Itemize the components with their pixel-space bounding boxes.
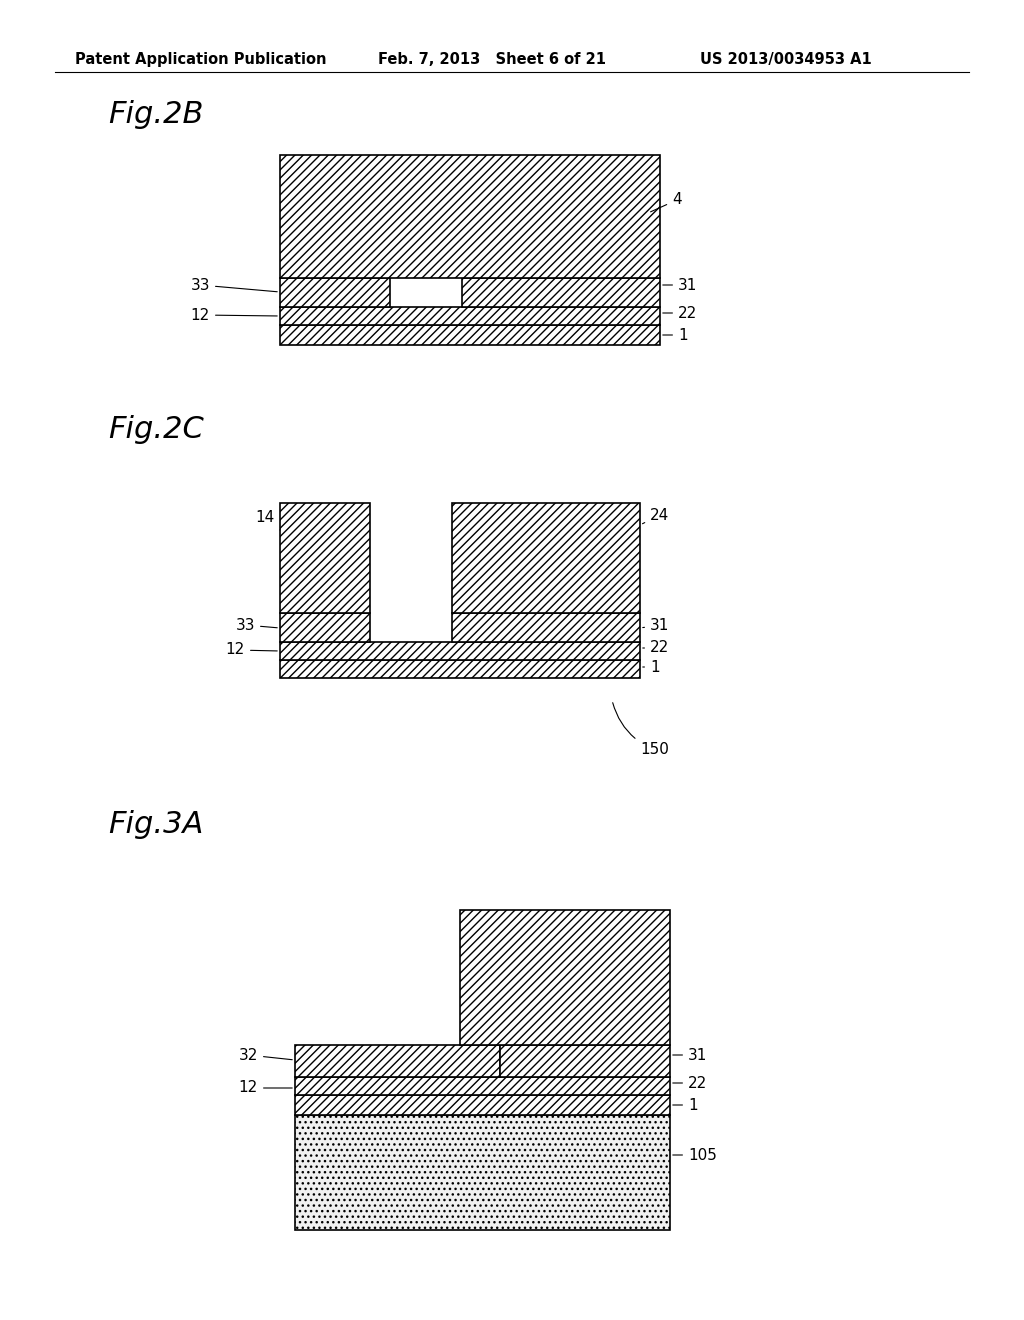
Bar [295, 1096, 670, 1115]
Text: Patent Application Publication: Patent Application Publication [75, 51, 327, 67]
Bar [295, 1045, 500, 1077]
Bar [280, 642, 640, 660]
Bar [500, 1045, 670, 1077]
Bar [295, 1077, 670, 1096]
Text: 150: 150 [612, 702, 669, 758]
Bar [460, 909, 670, 1045]
Text: 33: 33 [190, 277, 278, 293]
Bar [452, 503, 640, 612]
Text: Fig.2B: Fig.2B [108, 100, 204, 129]
Bar [280, 612, 370, 642]
Text: 105: 105 [673, 1147, 717, 1163]
Text: 14: 14 [256, 511, 280, 531]
Text: US 2013/0034953 A1: US 2013/0034953 A1 [700, 51, 871, 67]
Text: 22: 22 [643, 640, 670, 656]
Text: 4: 4 [650, 193, 682, 211]
Text: 32: 32 [239, 1048, 292, 1063]
Bar [280, 660, 640, 678]
Bar [280, 154, 660, 279]
Bar [280, 503, 370, 612]
Bar [280, 279, 390, 308]
Text: 12: 12 [225, 643, 278, 657]
Text: 12: 12 [190, 308, 278, 322]
Bar [280, 325, 660, 345]
Text: 12: 12 [239, 1081, 292, 1096]
Text: 31: 31 [673, 1048, 708, 1063]
Bar [452, 612, 640, 642]
Text: Fig.3A: Fig.3A [108, 810, 204, 840]
Text: 31: 31 [663, 277, 697, 293]
Text: Feb. 7, 2013   Sheet 6 of 21: Feb. 7, 2013 Sheet 6 of 21 [378, 51, 606, 67]
Text: 24: 24 [642, 507, 670, 524]
Text: 1: 1 [663, 327, 688, 342]
Bar [280, 308, 660, 325]
Text: 1: 1 [643, 660, 659, 675]
Text: 22: 22 [673, 1076, 708, 1090]
Text: 31: 31 [643, 618, 670, 632]
Text: 33: 33 [236, 618, 278, 632]
Bar [462, 279, 660, 308]
Bar [295, 1115, 670, 1230]
Text: 1: 1 [673, 1097, 697, 1113]
Text: 22: 22 [663, 305, 697, 321]
Text: Fig.2C: Fig.2C [108, 414, 204, 444]
